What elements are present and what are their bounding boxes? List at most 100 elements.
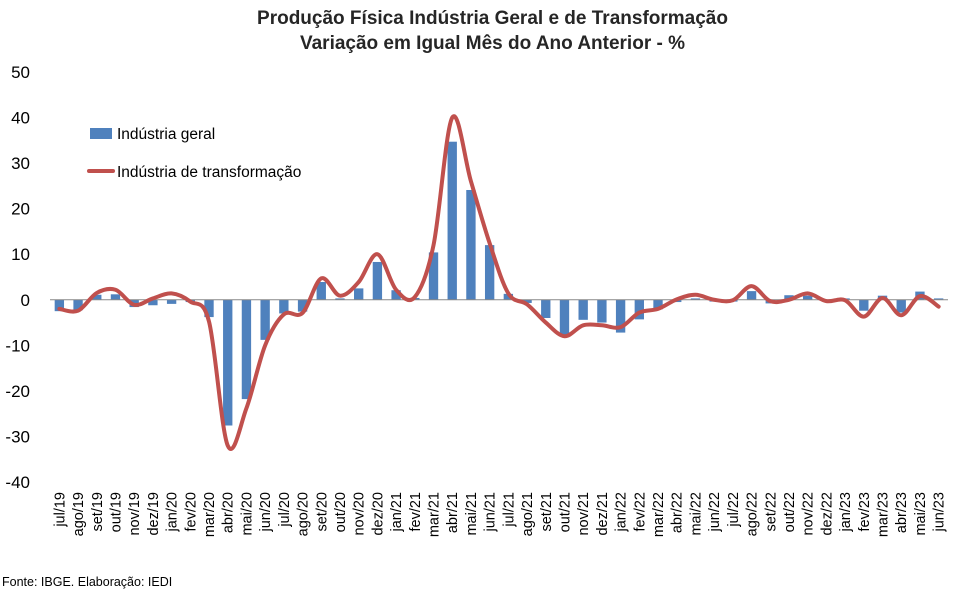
- y-tick-label: -30: [5, 427, 30, 446]
- x-tick-label: abr/21: [445, 492, 461, 533]
- y-tick-label: 10: [11, 245, 30, 264]
- x-tick-label: out/21: [557, 492, 573, 532]
- x-tick-label: jul/21: [501, 492, 517, 528]
- x-tick-label: mai/20: [239, 492, 255, 536]
- x-tick-label: set/20: [314, 492, 330, 532]
- y-tick-label: -40: [5, 473, 30, 492]
- bar-ago-20: [297, 299, 308, 312]
- x-tick-label: out/22: [782, 492, 798, 532]
- x-tick-label: fev/20: [183, 492, 199, 532]
- x-tick-label: fev/21: [408, 492, 424, 532]
- x-tick-label: set/21: [539, 492, 555, 532]
- x-tick-label: set/19: [90, 492, 106, 532]
- x-tick-label: jan/22: [614, 492, 630, 533]
- bar-out-19: [110, 294, 121, 300]
- x-tick-label: mai/21: [464, 492, 480, 536]
- bar-fev-22: [634, 299, 644, 320]
- bar-ago-22: [746, 291, 757, 300]
- x-tick-label: nov/20: [352, 492, 368, 536]
- x-tick-label: mai/22: [688, 492, 704, 536]
- bar-dez-20: [372, 261, 383, 300]
- y-tick-label: -10: [5, 336, 30, 355]
- bar-abr-23: [896, 299, 906, 313]
- bar-nov-20: [354, 288, 364, 300]
- x-tick-label: mar/22: [651, 492, 667, 537]
- x-tick-label: jul/20: [277, 492, 293, 528]
- x-tick-label: ago/19: [71, 492, 87, 536]
- bar-mai-21: [466, 189, 476, 300]
- x-tick-label: jul/22: [726, 492, 742, 528]
- x-tick-label: dez/20: [370, 492, 386, 536]
- bar-mai-22: [690, 298, 701, 300]
- y-tick-label: -20: [5, 382, 30, 401]
- x-tick-label: out/19: [108, 492, 124, 532]
- bar-jun-23: [933, 298, 944, 300]
- bar-fev-23: [859, 299, 869, 311]
- x-tick-label: ago/22: [745, 492, 761, 536]
- chart-title: Produção Física Indústria Geral e de Tra…: [0, 6, 959, 56]
- bar-out-20: [335, 298, 345, 300]
- y-tick-label: 20: [11, 200, 30, 219]
- y-tick-label: 0: [21, 291, 30, 310]
- x-tick-label: jun/23: [932, 492, 948, 533]
- bar-jun-21: [484, 245, 495, 300]
- bar-mar-21: [428, 252, 439, 300]
- bar-ago-19: [73, 299, 83, 311]
- bar-mar-22: [653, 299, 663, 310]
- x-tick-label: mar/20: [202, 492, 218, 537]
- bar-jan-22: [615, 299, 626, 333]
- bar-jun-20: [260, 299, 270, 340]
- x-tick-label: ago/21: [520, 492, 536, 536]
- x-tick-label: abr/23: [894, 492, 910, 533]
- bar-ago-21: [522, 299, 532, 303]
- y-axis-ticks: 50 40 30 20 10 0 -10 -20 -30 -40: [5, 63, 30, 492]
- x-tick-label: fev/22: [632, 492, 648, 532]
- x-tick-label: nov/19: [127, 492, 143, 536]
- bar-abr-20: [223, 299, 233, 426]
- bar-jul-20: [279, 299, 289, 314]
- x-tick-label: nov/22: [801, 492, 817, 536]
- y-tick-label: 30: [11, 154, 30, 173]
- x-tick-label: dez/21: [595, 492, 611, 536]
- legend-swatch-bar: [90, 128, 112, 139]
- x-tick-label: abr/20: [221, 492, 237, 533]
- bar-dez-19: [148, 299, 158, 306]
- bar-set-20: [316, 282, 326, 300]
- x-tick-label: jun/21: [483, 492, 499, 533]
- chart-title-line1: Produção Física Indústria Geral e de Tra…: [257, 8, 728, 29]
- x-tick-label: abr/22: [670, 492, 686, 533]
- bar-dez-21: [597, 299, 607, 323]
- bar-nov-21: [578, 299, 588, 320]
- source-note: Fonte: IBGE. Elaboração: IEDI: [2, 575, 173, 589]
- x-tick-label: jun/20: [258, 492, 274, 533]
- x-tick-label: mar/23: [876, 492, 892, 537]
- bar-set-19: [92, 294, 102, 300]
- x-tick-label: mar/21: [427, 492, 443, 537]
- bar-set-21: [541, 299, 551, 318]
- x-tick-label: jan/23: [838, 492, 854, 533]
- bar-series-group: [54, 141, 944, 426]
- legend: Indústria geral Indústria de transformaç…: [87, 126, 301, 181]
- legend-label-line: Indústria de transformação: [117, 164, 301, 181]
- bar-out-21: [559, 299, 570, 335]
- bar-jan-21: [391, 290, 401, 300]
- bar-mar-20: [204, 299, 214, 318]
- x-tick-label: ago/20: [296, 492, 312, 536]
- x-tick-label: dez/19: [146, 492, 162, 536]
- x-tick-label: dez/22: [819, 492, 835, 536]
- bar-out-22: [784, 295, 794, 300]
- y-tick-label: 40: [11, 109, 30, 128]
- x-tick-label: jan/21: [389, 492, 405, 533]
- x-tick-label: out/20: [333, 492, 349, 532]
- bar-abr-21: [447, 141, 457, 300]
- x-tick-label: jul/19: [52, 492, 68, 528]
- x-tick-label: mai/23: [913, 492, 929, 536]
- line-series-transformacao: [57, 114, 941, 451]
- legend-label-bar: Indústria geral: [117, 126, 215, 143]
- x-tick-label: jun/22: [707, 492, 723, 533]
- chart-subtitle: Variação em Igual Mês do Ano Anterior - …: [299, 33, 685, 54]
- bar-jul-19: [54, 299, 65, 312]
- x-axis-ticks: jul/19 ago/19 set/19 out/19 nov/19 dez/19 jan/…: [52, 492, 947, 537]
- x-tick-label: nov/21: [576, 492, 592, 536]
